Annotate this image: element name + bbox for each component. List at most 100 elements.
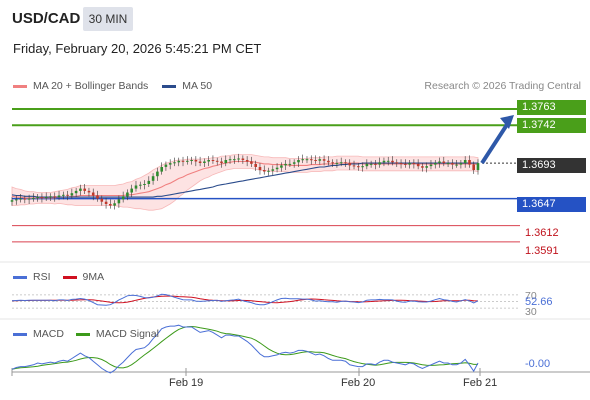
candle [53, 196, 57, 198]
candle [66, 194, 69, 196]
rsi-lower-label: 30 [525, 306, 537, 318]
rsi-ma-swatch [62, 275, 77, 279]
candle [156, 171, 159, 177]
candle [263, 170, 266, 172]
candle [412, 163, 416, 165]
candle [126, 192, 129, 197]
candle [27, 198, 31, 200]
candle [57, 195, 61, 197]
candle [438, 161, 441, 163]
x-tick-label: Feb 19 [169, 377, 204, 389]
candle [220, 161, 223, 163]
candle [228, 159, 232, 161]
candle [224, 160, 228, 164]
candle [15, 199, 18, 201]
candle [233, 159, 236, 161]
candle [250, 161, 253, 164]
candle [318, 159, 322, 161]
legend-macd-signal-label: MACD Signal [95, 328, 159, 340]
legend-ma20-label: MA 20 + Bollinger Bands [33, 80, 149, 92]
candle [348, 163, 352, 166]
candle [305, 159, 309, 161]
candle [186, 160, 189, 162]
candle [391, 160, 394, 163]
candle [79, 188, 82, 191]
candle [23, 198, 27, 200]
candle [32, 197, 35, 199]
candle [331, 162, 334, 164]
candle [87, 190, 91, 193]
candle [416, 163, 420, 167]
candle [237, 158, 240, 160]
candle [408, 163, 411, 165]
candle [446, 163, 450, 165]
candle [322, 159, 326, 161]
interval-button[interactable]: 30 MIN [83, 7, 133, 31]
rsi-value-label: 52.66 [525, 296, 553, 308]
candle [339, 162, 343, 164]
symbol-title: USD/CAD [12, 10, 81, 27]
candle [36, 197, 39, 199]
level-label-current: 1.3693 [517, 158, 586, 173]
macd-swatch [13, 332, 27, 336]
legend-main: MA 20 + Bollinger Bands MA 50 [13, 80, 212, 92]
rsi-ma-line [11, 295, 479, 304]
candle [134, 185, 138, 189]
macd-signal-line [11, 325, 478, 370]
candle [143, 184, 146, 185]
candle [292, 162, 296, 164]
candle [455, 164, 458, 166]
legend-macd: MACD MACD Signal [13, 328, 159, 340]
level-label-s1: 1.3612 [525, 227, 559, 239]
candle [139, 184, 142, 186]
rsi-line [11, 293, 479, 306]
candle [369, 163, 373, 165]
candle [297, 160, 300, 163]
candle [258, 167, 262, 171]
candle [404, 163, 407, 165]
candle [44, 197, 48, 199]
candle [288, 163, 292, 165]
level-label-pivot: 1.3647 [517, 197, 586, 212]
candle [378, 162, 381, 165]
candle [468, 160, 471, 165]
candle [151, 176, 155, 181]
candle [173, 162, 176, 164]
level-label-r2: 1.3763 [517, 100, 586, 115]
x-tick-label: Feb 21 [463, 377, 498, 389]
candle [365, 163, 369, 167]
candle [211, 160, 215, 161]
candle [459, 163, 463, 165]
candle [361, 166, 364, 168]
rsi-upper-label: 70 [525, 290, 537, 302]
candle [181, 160, 185, 162]
candle [425, 166, 428, 168]
legend-ma50-label: MA 50 [182, 80, 213, 92]
legend-rsi: RSI 9MA [13, 271, 104, 283]
macd-signal-swatch [75, 332, 90, 336]
candle [399, 163, 403, 165]
candle [215, 160, 219, 162]
rsi-swatch [13, 275, 27, 279]
candle [117, 199, 121, 204]
forecast-arrowhead [500, 115, 514, 129]
candle [421, 166, 424, 168]
candle [335, 163, 339, 165]
candle [395, 162, 399, 164]
macd-value-label: -0.00 [525, 358, 551, 370]
candle [70, 193, 74, 196]
candle [241, 158, 245, 160]
candle [352, 165, 356, 167]
legend-rsi-label: RSI [33, 271, 51, 283]
candle [100, 198, 104, 202]
candle [271, 169, 275, 171]
candle [327, 160, 330, 163]
candle [203, 161, 206, 163]
legend-macd-label: MACD [33, 328, 64, 340]
level-label-s2: 1.3591 [525, 245, 559, 257]
candle [451, 163, 454, 165]
forecast-arrow [480, 118, 512, 165]
candle [275, 167, 279, 170]
candle [429, 164, 433, 167]
